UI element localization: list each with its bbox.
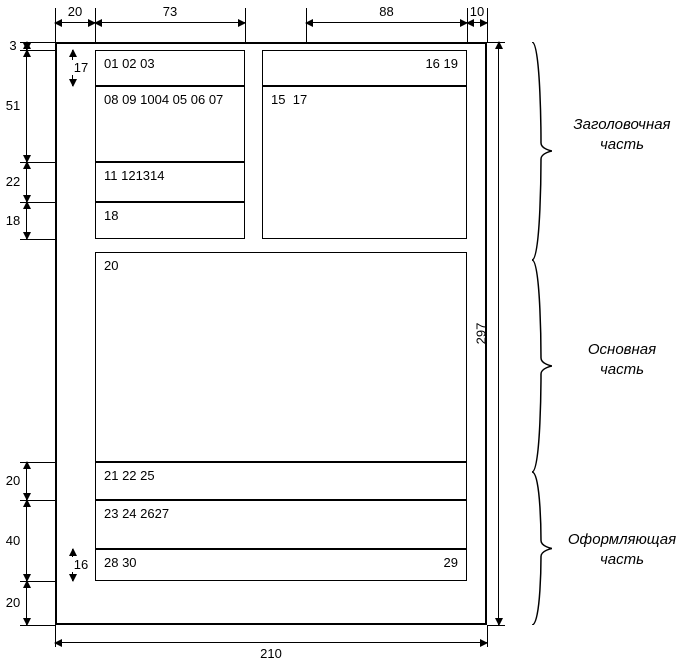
- field-numbers: 17: [293, 92, 307, 107]
- dim-right: [498, 42, 499, 625]
- dim-left: [26, 202, 27, 239]
- annotation-text: часть: [600, 136, 644, 153]
- dim-label: 16: [70, 557, 92, 572]
- dim-left: [26, 500, 27, 581]
- field-numbers: 04 05 06 07: [155, 92, 224, 107]
- dim-top: [95, 22, 245, 23]
- brace-icon: [530, 42, 552, 263]
- dim-label: 73: [155, 4, 185, 19]
- brace-icon: [530, 260, 552, 475]
- annotation-text: часть: [600, 551, 644, 568]
- form-field-c6: 15 17: [262, 86, 467, 239]
- section-annotation: Основная часть: [562, 340, 682, 379]
- form-field-c9: 23 24 2627: [95, 500, 467, 549]
- dim-top: [467, 22, 487, 23]
- field-numbers: 11 12: [104, 168, 136, 183]
- field-numbers: 21 22 25: [104, 468, 155, 483]
- annotation-text: Основная: [588, 341, 656, 358]
- annotation-text: Заголовочная: [573, 116, 670, 133]
- dim-label: 51: [2, 98, 24, 113]
- field-numbers: 15: [271, 92, 285, 107]
- field-numbers: 20: [104, 258, 118, 273]
- dim-label: 3: [2, 38, 24, 53]
- form-field-c5: 16 19: [262, 50, 467, 86]
- dim-label: 210: [251, 646, 291, 661]
- dim-bottom: [55, 642, 487, 643]
- form-field-c1: 01 02 03: [95, 50, 245, 86]
- field-numbers: 27: [155, 506, 169, 521]
- dim-left: [26, 462, 27, 500]
- section-annotation: Заголовочная часть: [562, 115, 682, 154]
- dim-top: [306, 22, 467, 23]
- field-numbers: 08 09 10: [104, 92, 155, 107]
- dim-label: 88: [372, 4, 402, 19]
- form-field-c10: 28 30 29: [95, 549, 467, 581]
- dim-label: 20: [2, 595, 24, 610]
- form-field-c3: 11 121314: [95, 162, 245, 202]
- field-numbers: 13: [136, 168, 150, 183]
- section-annotation: Оформляющая часть: [562, 530, 682, 569]
- dim-label: 17: [70, 60, 92, 75]
- form-field-c8: 21 22 25: [95, 462, 467, 500]
- annotation-text: Оформляющая: [568, 531, 676, 548]
- dim-top: [55, 22, 95, 23]
- field-numbers: 14: [150, 168, 164, 183]
- field-numbers: 29: [444, 554, 458, 572]
- dim-label: 40: [2, 533, 24, 548]
- dim-left: [26, 581, 27, 625]
- form-field-c2: 08 09 1004 05 06 07: [95, 86, 245, 162]
- annotation-text: часть: [600, 361, 644, 378]
- form-field-c4: 18: [95, 202, 245, 239]
- dim-label: 10: [462, 4, 492, 19]
- dim-label: 18: [2, 213, 24, 228]
- dim-label: 22: [2, 174, 24, 189]
- field-numbers: 23 24 26: [104, 506, 155, 521]
- dim-label: 20: [60, 4, 90, 19]
- field-numbers: 28 30: [104, 555, 137, 570]
- dim-label: 297: [474, 320, 489, 346]
- brace-icon: [530, 472, 552, 628]
- dim-left: [26, 50, 27, 162]
- form-field-c7: 20: [95, 252, 467, 462]
- field-numbers: 16 19: [425, 56, 458, 71]
- field-numbers: 01 02 03: [104, 56, 155, 71]
- dim-left: [26, 162, 27, 202]
- field-numbers: 18: [104, 208, 118, 223]
- dim-label: 20: [2, 473, 24, 488]
